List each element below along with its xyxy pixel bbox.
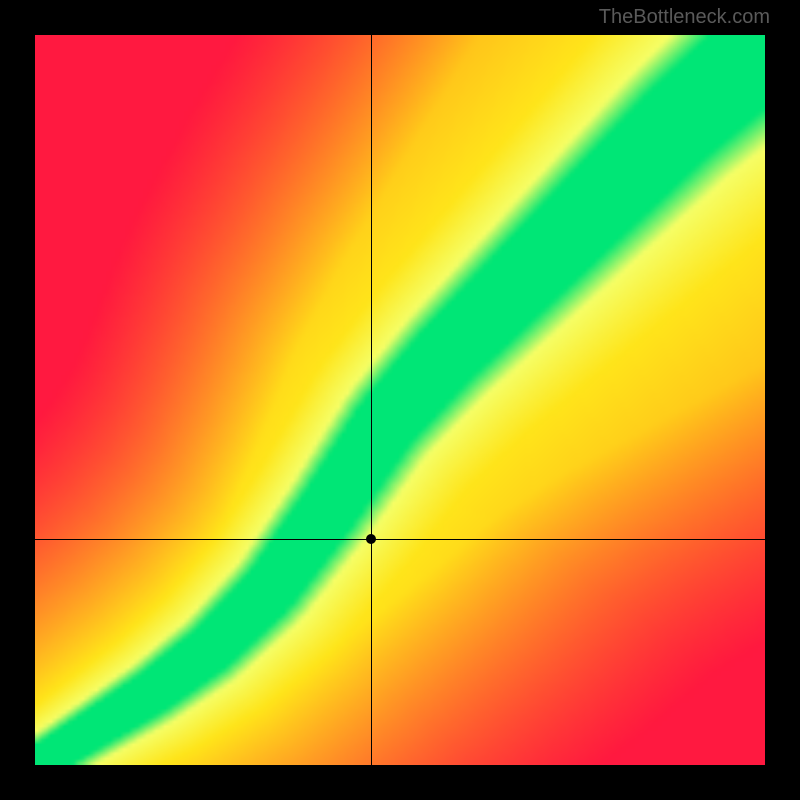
crosshair-horizontal xyxy=(35,539,765,540)
crosshair-marker xyxy=(366,534,376,544)
crosshair-vertical xyxy=(371,35,372,765)
heatmap-canvas xyxy=(35,35,765,765)
heatmap-plot xyxy=(35,35,765,765)
watermark-text: TheBottleneck.com xyxy=(599,6,770,29)
